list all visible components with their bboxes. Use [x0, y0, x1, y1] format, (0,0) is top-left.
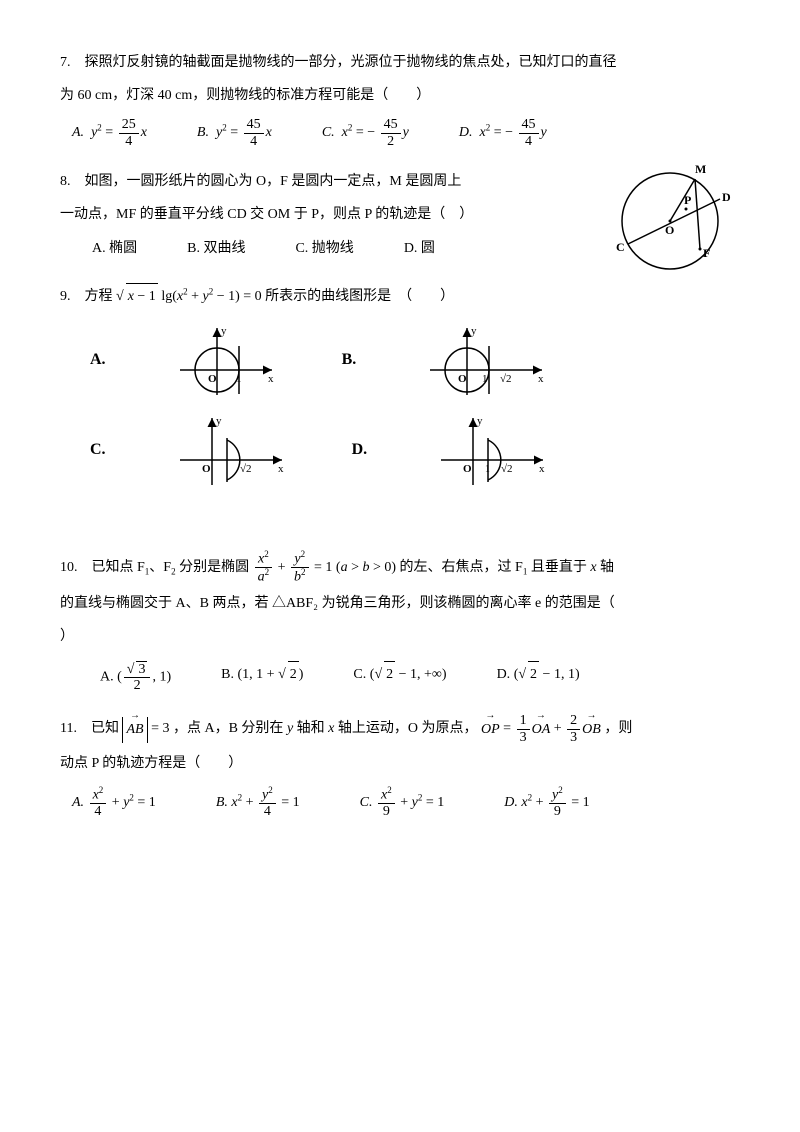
q9-label-b: B. — [342, 345, 357, 375]
q10-text-line2: 的直线与椭圆交于 A、B 两点，若 △ABF₂ 为锐角三角形，则该椭圆的离心率 … — [60, 591, 740, 618]
question-10: 10. 已知点 F1、F2 分别是椭圆 x2a2 + y2b2 = 1 (a >… — [60, 550, 740, 693]
q11-b-label: B. — [216, 795, 228, 810]
q10-text-line3: ） — [60, 624, 740, 651]
q8-label-c: C — [616, 240, 625, 254]
q7-c-label: C. — [322, 125, 335, 140]
q11-mid3: 轴上运动，O 为原点， — [338, 722, 478, 737]
q7-option-c: C. x2 = − 452y — [322, 117, 409, 149]
q8-option-d: D. 圆 — [404, 236, 435, 263]
q11-post: ，则 — [604, 722, 632, 737]
q7-a-label: A. — [72, 125, 84, 140]
q7-text-line1: 7. 探照灯反射镜的轴截面是抛物线的一部分，光源位于抛物线的焦点处，已知灯口的直… — [60, 50, 740, 77]
q10-text-line1: 10. 已知点 F1、F2 分别是椭圆 x2a2 + y2b2 = 1 (a >… — [60, 550, 740, 585]
q11-mid1: = 3 ，点 A，B 分别在 — [151, 722, 283, 737]
q9-suffix: 所表示的曲线图形是 （ ） — [265, 289, 454, 304]
question-7: 7. 探照灯反射镜的轴截面是抛物线的一部分，光源位于抛物线的焦点处，已知灯口的直… — [60, 50, 740, 149]
q9-text: 9. 方程 x − 1 lg(x2 + y2 − 1) = 0 所表示的曲线图形… — [60, 283, 740, 311]
q11-pre: 11. 已知 — [60, 722, 119, 737]
q11-option-b: B. x2 + y24 = 1 — [216, 786, 300, 819]
svg-text:1: 1 — [482, 373, 488, 385]
svg-text:1: 1 — [485, 464, 490, 475]
q8-label-p: P — [684, 193, 691, 207]
q11-c-label: C. — [360, 795, 373, 810]
q10-options: A. (32, 1) B. (1, 1 + 2) C. (2 − 1, +∞) … — [100, 661, 740, 694]
question-8: 8. 如图，一圆形纸片的圆心为 O，F 是圆内一定点，M 是圆周上 一动点，MF… — [60, 169, 740, 263]
q11-options: A. x24 + y2 = 1 B. x2 + y24 = 1 C. x29 +… — [72, 786, 740, 819]
q8-option-b: B. 双曲线 — [187, 236, 245, 263]
svg-text:x: x — [268, 373, 274, 385]
q7-options: A. y2 = 254x B. y2 = 454x C. x2 = − 452y… — [72, 117, 740, 149]
q8-option-c: C. 抛物线 — [295, 236, 353, 263]
q7-option-d: D. x2 = − 454y — [459, 117, 547, 149]
question-11: 11. 已知 AB = 3 ，点 A，B 分别在 y 轴和 x 轴上运动，O 为… — [60, 713, 740, 819]
svg-text:√2: √2 — [240, 463, 252, 475]
q8-option-a: A. 椭圆 — [92, 236, 137, 263]
svg-text:O: O — [463, 463, 472, 475]
q7-option-a: A. y2 = 254x — [72, 117, 147, 149]
svg-text:x: x — [538, 373, 544, 385]
svg-text:1: 1 — [236, 373, 242, 385]
q10-mid2: 分别是椭圆 — [179, 560, 249, 575]
question-9: 9. 方程 x − 1 lg(x2 + y2 − 1) = 0 所表示的曲线图形… — [60, 283, 740, 491]
q9-label-d: D. — [352, 435, 368, 465]
q10-a-label: A. — [100, 669, 114, 684]
svg-text:x: x — [278, 463, 284, 475]
q9-fig-b: O 1 √2 x y — [422, 320, 552, 400]
q10-d-label: D. — [497, 667, 511, 682]
q9-figures: A. O 1 x y B. O 1 √2 x — [90, 320, 740, 490]
q9-prefix: 9. 方程 — [60, 289, 113, 304]
q7-text-line2: 为 60 cm，灯深 40 cm，则抛物线的标准方程可能是（ ） — [60, 83, 740, 110]
q10-mid1: 、F — [149, 560, 171, 575]
svg-text:x: x — [539, 463, 545, 475]
q11-option-c: C. x29 + y2 = 1 — [360, 786, 445, 819]
q7-b-label: B. — [197, 125, 209, 140]
q9-label-c: C. — [90, 435, 106, 465]
svg-text:O: O — [202, 463, 211, 475]
svg-text:√2: √2 — [501, 463, 513, 475]
q11-text-line1: 11. 已知 AB = 3 ，点 A，B 分别在 y 轴和 x 轴上运动，O 为… — [60, 713, 740, 745]
q11-a-label: A. — [72, 795, 84, 810]
q10-option-a: A. (32, 1) — [100, 661, 171, 694]
q9-label-a: A. — [90, 345, 106, 375]
q11-text-line2: 动点 P 的轨迹方程是（ ） — [60, 751, 740, 778]
q10-c-label: C. — [353, 667, 366, 682]
svg-text:y: y — [471, 325, 477, 337]
q8-label-m: M — [695, 162, 706, 176]
q11-d-label: D. — [504, 795, 518, 810]
q8-figure: M D C O F P — [610, 159, 740, 279]
q8-label-d: D — [722, 190, 731, 204]
q10-post2: 且垂直于 — [531, 560, 587, 575]
q10-pre: 10. 已知点 F — [60, 560, 145, 575]
q11-option-a: A. x24 + y2 = 1 — [72, 786, 156, 819]
q7-d-label: D. — [459, 125, 473, 140]
q9-fig-c: O √2 x y — [172, 410, 292, 490]
q9-fig-a: O 1 x y — [172, 320, 282, 400]
svg-text:y: y — [221, 325, 227, 337]
q10-option-c: C. (2 − 1, +∞) — [353, 661, 446, 694]
svg-text:√2: √2 — [500, 373, 512, 385]
q10-b-label: B. — [221, 667, 234, 682]
q10-post1: 的左、右焦点，过 F — [400, 560, 523, 575]
q11-option-d: D. x2 + y29 = 1 — [504, 786, 589, 819]
svg-text:O: O — [208, 373, 217, 385]
q10-post3: 轴 — [600, 560, 614, 575]
q11-mid2: 轴和 — [297, 722, 325, 737]
svg-text:y: y — [477, 415, 483, 427]
svg-text:y: y — [216, 415, 222, 427]
q10-option-d: D. (2 − 1, 1) — [497, 661, 580, 694]
svg-text:O: O — [458, 373, 467, 385]
q8-label-o: O — [665, 223, 674, 237]
q9-fig-d: O 1 √2 x y — [433, 410, 553, 490]
q8-label-f: F — [703, 246, 710, 260]
q10-option-b: B. (1, 1 + 2) — [221, 661, 303, 694]
q7-option-b: B. y2 = 454x — [197, 117, 272, 149]
